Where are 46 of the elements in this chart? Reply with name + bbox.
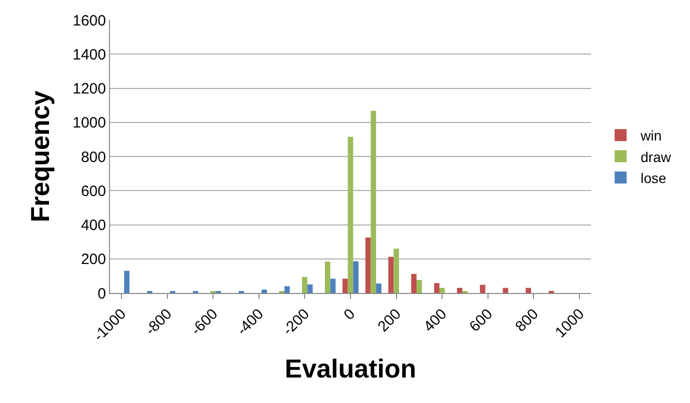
bar	[370, 110, 376, 293]
legend-label: draw	[640, 148, 672, 165]
y-tick-label: 1200	[72, 80, 106, 98]
y-tick-label: 800	[80, 148, 106, 166]
bar	[376, 283, 382, 293]
bar	[307, 284, 313, 293]
y-tick-label: 600	[80, 182, 106, 200]
x-tick-label: 400	[420, 306, 450, 336]
legend-label: lose	[640, 170, 667, 186]
bar	[342, 278, 348, 293]
x-tick-label: 200	[374, 306, 404, 336]
bar	[394, 248, 399, 293]
bar	[416, 280, 422, 293]
y-tick-label: 0	[98, 285, 106, 302]
y-tick-label: 1000	[72, 114, 106, 132]
bar	[324, 262, 330, 293]
x-tick-label: -600	[188, 306, 222, 339]
x-tick-label: 600	[466, 306, 496, 336]
bar	[457, 288, 462, 293]
bar	[502, 288, 508, 293]
y-tick-label: 200	[80, 251, 106, 268]
bar	[124, 270, 130, 293]
x-tick-label: 800	[512, 306, 542, 336]
legend-label: win	[640, 128, 662, 144]
bar	[365, 238, 371, 293]
bar	[330, 278, 336, 293]
x-tick-label: -200	[280, 306, 313, 339]
y-tick-label: 1400	[72, 46, 106, 64]
bar	[353, 261, 359, 293]
y-tick-label: 1600	[72, 12, 106, 30]
bar	[411, 274, 417, 293]
bar	[302, 276, 308, 293]
bar	[439, 288, 445, 293]
x-tick-label: 0	[340, 306, 359, 324]
bar	[526, 288, 532, 293]
y-tick-label: 400	[80, 217, 106, 234]
x-axis-title: Evaluation	[284, 353, 416, 384]
bar	[262, 290, 267, 293]
bar	[284, 286, 290, 293]
bar	[388, 256, 394, 293]
bar	[480, 284, 486, 293]
x-tick-label: -400	[234, 306, 268, 339]
y-axis-title: Frequency	[25, 90, 56, 222]
bar	[434, 283, 440, 293]
x-tick-label: -800	[142, 306, 176, 339]
bar	[348, 136, 354, 293]
